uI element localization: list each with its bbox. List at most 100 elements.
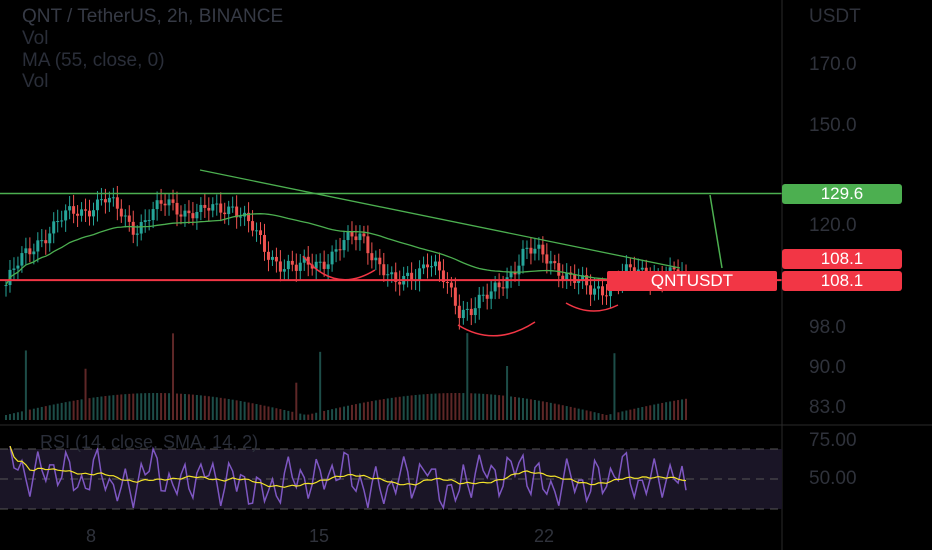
candle-body	[477, 294, 481, 309]
volume-bar	[12, 413, 15, 420]
volume-bar	[613, 353, 616, 420]
candle-body	[497, 282, 501, 288]
volume-bar	[251, 403, 254, 420]
candle-body	[282, 269, 286, 272]
price-tick: 120.0	[809, 215, 857, 236]
volume-bar	[414, 394, 417, 420]
volume-bar	[144, 393, 147, 420]
resistance-price-tag: 129.6	[782, 184, 902, 204]
volume-bar	[160, 393, 163, 420]
volume-bar	[267, 406, 270, 420]
candle-body	[350, 231, 354, 237]
candle-body	[255, 230, 259, 232]
volume-bar	[195, 394, 198, 420]
volume-bar	[24, 350, 27, 420]
candle-body	[20, 253, 24, 266]
volume-bar	[585, 410, 588, 420]
pattern-arc-right	[565, 302, 619, 312]
candle-body	[541, 244, 545, 255]
volume-bar	[597, 413, 600, 420]
volume-bar	[335, 408, 338, 420]
candle-body	[135, 233, 139, 235]
volume-bar	[470, 393, 473, 420]
candle-body	[386, 274, 390, 276]
candle-body	[76, 213, 80, 216]
candle-body	[640, 267, 644, 270]
volume-bar	[239, 401, 242, 420]
candle-body	[513, 271, 517, 275]
volume-bar	[247, 402, 250, 420]
volume-bar	[279, 409, 282, 420]
volume-bar	[521, 398, 524, 420]
candle-body	[437, 261, 441, 271]
volume-bar	[541, 401, 544, 420]
projection-line	[709, 194, 723, 269]
volume-bar	[343, 406, 346, 420]
candle-body	[493, 282, 497, 292]
volume-bar	[319, 351, 322, 420]
candle-body	[557, 263, 561, 276]
candle-body	[290, 260, 294, 265]
volume-bar	[255, 404, 258, 420]
candle-body	[286, 260, 290, 270]
volume-bar	[271, 407, 274, 420]
candle-body	[28, 248, 32, 255]
candle-body	[56, 221, 60, 223]
candle-body	[577, 279, 581, 283]
candle-body	[449, 282, 453, 288]
candle-body	[604, 295, 608, 297]
volume-bar	[430, 393, 433, 420]
volume-bar	[593, 412, 596, 420]
volume-bar	[569, 406, 572, 420]
volume-bar	[299, 413, 302, 420]
candle-body	[187, 210, 191, 214]
pattern-arc-middle	[457, 321, 536, 337]
volume-bar	[390, 397, 393, 420]
volume-bar	[211, 396, 214, 420]
candle-body	[119, 208, 123, 217]
candle-body	[259, 230, 263, 235]
volume-bar	[601, 414, 604, 420]
volume-bar	[207, 396, 210, 420]
volume-bar	[44, 406, 47, 420]
candle-body	[95, 199, 99, 211]
volume-bar	[514, 396, 517, 420]
volume-bar	[446, 393, 449, 420]
volume-bar	[398, 396, 401, 420]
candle-body	[469, 308, 473, 316]
candle-body	[549, 261, 553, 264]
candle-body	[410, 272, 414, 281]
candle-body	[370, 253, 374, 261]
volume-bar	[617, 412, 620, 420]
volume-bar	[168, 393, 171, 420]
volume-bar	[68, 401, 71, 420]
candle-body	[215, 203, 219, 205]
price-tick: 150.0	[809, 115, 857, 136]
volume-bar	[36, 407, 39, 420]
candle-body	[36, 240, 40, 252]
volume-bar	[203, 395, 206, 420]
volume-bar	[402, 396, 405, 420]
volume-bar	[434, 393, 437, 420]
volume-bar	[354, 404, 357, 420]
volume-bars	[5, 333, 688, 420]
volume-bar	[458, 393, 461, 420]
candle-body	[80, 209, 84, 216]
volume-bar	[506, 365, 509, 420]
candle-body	[537, 244, 541, 249]
price-axis[interactable]: USDT 170.0 150.0 120.0 98.0 90.0 83.0 75…	[782, 0, 932, 550]
volume-bar	[303, 414, 306, 420]
rsi-tick: 75.00	[809, 430, 857, 451]
candle-body	[131, 221, 135, 235]
volume-bar	[48, 405, 51, 420]
volume-bar	[637, 407, 640, 420]
price-tick: 83.0	[809, 397, 846, 418]
volume-bar	[128, 393, 131, 420]
candle-body	[16, 265, 20, 269]
volume-bar	[366, 401, 369, 420]
volume-bar	[537, 400, 540, 420]
volume-bar	[136, 393, 139, 420]
volume-bar	[92, 397, 95, 420]
candle-body	[501, 287, 505, 289]
volume-bar	[422, 394, 425, 420]
